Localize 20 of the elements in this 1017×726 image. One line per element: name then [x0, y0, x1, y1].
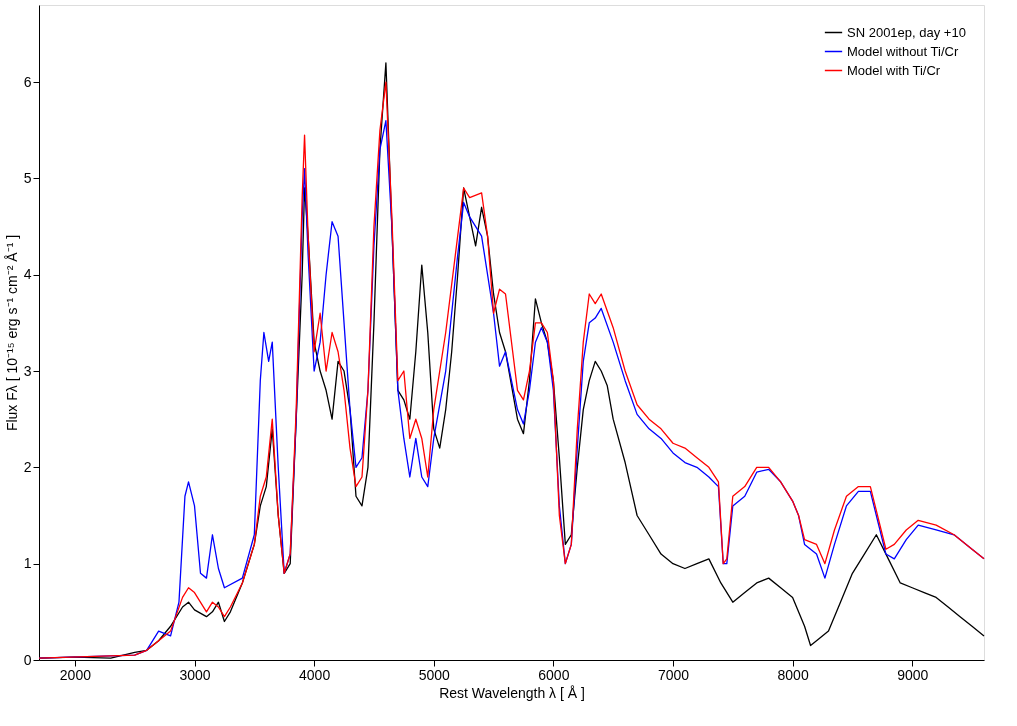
y-tick-label: 0 [23, 651, 32, 668]
legend-label: Model without Ti/Cr [847, 43, 959, 59]
legend-label: Model with Ti/Cr [847, 62, 941, 78]
x-tick-label: 8000 [777, 666, 809, 683]
x-tick-label: 5000 [418, 666, 451, 683]
x-tick-label: 4000 [299, 666, 331, 683]
y-tick-label: 3 [23, 362, 32, 379]
x-tick-label: 3000 [179, 666, 211, 683]
x-tick-label: 7000 [657, 666, 690, 683]
y-tick-label: 2 [23, 458, 32, 475]
legend-label: SN 2001ep, day +10 [847, 24, 966, 40]
x-tick-label: 2000 [59, 666, 92, 683]
x-axis-title: Rest Wavelength λ [ Å ] [439, 684, 585, 701]
y-tick-label: 6 [23, 73, 32, 90]
x-tick-label: 6000 [538, 666, 570, 683]
y-tick-label: 4 [23, 266, 32, 283]
y-tick-label: 1 [23, 555, 32, 572]
y-axis-title: Flux Fλ [ 10⁻¹⁵ erg s⁻¹ cm⁻² Å⁻¹ ] [3, 234, 20, 432]
x-tick-label: 9000 [897, 666, 929, 683]
y-tick-label: 5 [23, 169, 32, 186]
